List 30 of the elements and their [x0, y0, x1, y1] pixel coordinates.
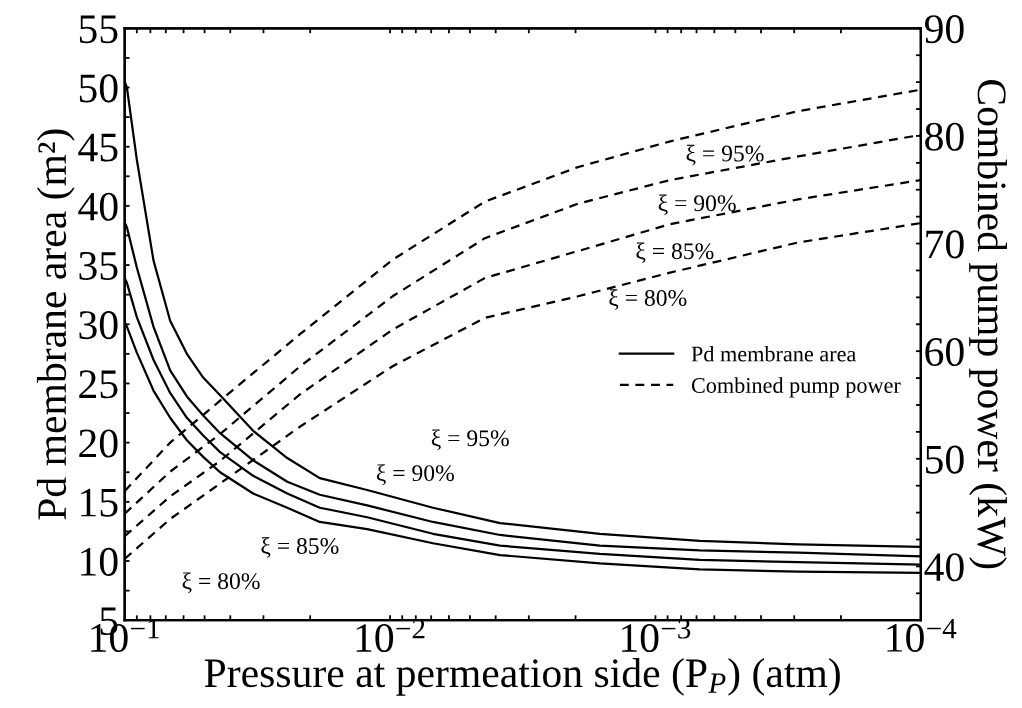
- y2-tick-label: 50: [926, 445, 964, 474]
- y2-axis-title: Combined pump power (kW): [969, 80, 1007, 569]
- y-tick-label: 15: [81, 488, 118, 517]
- annotation: ξ = 95%: [431, 429, 509, 451]
- y-tick-label: 30: [79, 311, 118, 340]
- y2-tick-label: 90: [924, 15, 964, 44]
- y-tick-label: 50: [79, 74, 118, 103]
- y-tick-label: 45: [78, 133, 118, 162]
- legend-label: Combined pump power: [691, 377, 901, 398]
- annotation: ξ = 95%: [686, 144, 764, 166]
- y2-tick-label: 70: [926, 230, 964, 259]
- y-tick-label: 10: [81, 547, 118, 576]
- annotation: ξ = 80%: [182, 572, 260, 594]
- y2-tick-label: 80: [925, 122, 964, 151]
- annotation: ξ = 85%: [636, 242, 714, 264]
- annotation: ξ = 90%: [658, 194, 736, 216]
- y-tick-label: 20: [79, 429, 118, 458]
- y-tick-label: 25: [79, 370, 118, 399]
- y-tick-label: 35: [79, 251, 118, 280]
- annotation: ξ = 80%: [609, 289, 687, 310]
- x-tick-label: 10$^{−4}$: [887, 618, 957, 652]
- y-tick-label: 55: [79, 15, 118, 44]
- y-tick-label: 40: [78, 192, 118, 221]
- x-axis-title: Pressure at permeation side (P$_{P}$) (atm): [204, 657, 840, 696]
- annotation: ξ = 85%: [261, 537, 339, 558]
- y2-tick-label: 60: [925, 337, 964, 367]
- y2-tick-label: 40: [924, 553, 964, 582]
- legend-label: Pd membrane area: [691, 345, 857, 362]
- y-axis-title: Pd membrane area (m²): [36, 129, 75, 520]
- annotation: ξ = 90%: [376, 464, 454, 486]
